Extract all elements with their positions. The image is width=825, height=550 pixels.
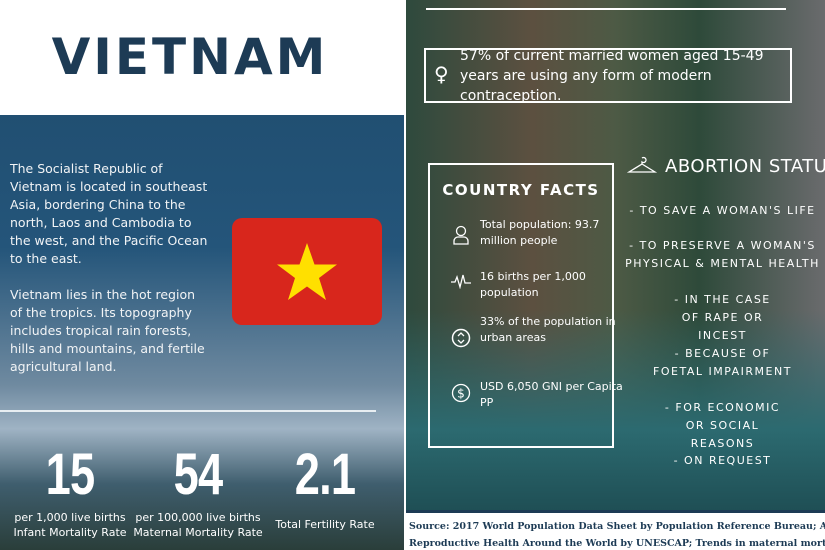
person-icon: [453, 225, 469, 245]
divider: [426, 8, 786, 10]
abortion-item: - ON REQUEST: [673, 454, 772, 467]
stat-maternal-mortality: 54 per 100,000 live births Maternal Mort…: [128, 440, 268, 540]
stat-label: Infant Mortality Rate: [13, 526, 127, 539]
abortion-item: - IN THE CASE OF RAPE OR INCEST: [674, 293, 771, 342]
contraception-box: ♀ 57% of current married women aged 15-4…: [424, 47, 792, 104]
divider: [404, 0, 406, 550]
source-line: Source: 2017 World Population Data Sheet…: [409, 521, 825, 532]
fact-text: 33% of the population in urban areas: [480, 315, 616, 344]
fact-text: USD 6,050 GNI per Capita PP: [480, 380, 623, 409]
stat-sub: per 1,000 live births: [14, 511, 126, 524]
fact-text: Total population: 93.7 million people: [480, 218, 600, 247]
stat-label: Maternal Mortality Rate: [133, 526, 263, 539]
right-panel: [406, 0, 825, 550]
intro-paragraph: The Socialist Republic of Vietnam is loc…: [10, 161, 208, 266]
fact-item: Total population: 93.7 million people: [450, 218, 599, 247]
stat-infant-mortality: 15 per 1,000 live births Infant Mortalit…: [5, 440, 135, 540]
intro-paragraph: Vietnam lies in the hot region of the tr…: [10, 287, 205, 374]
intro-text: The Socialist Republic of Vietnam is loc…: [10, 160, 210, 394]
page-title: VIETNAM: [51, 28, 329, 86]
title-box: VIETNAM: [0, 0, 404, 115]
abortion-title: ABORTION STATUS: [665, 156, 825, 177]
female-symbol-icon: ♀: [434, 62, 449, 86]
fact-item: 33% of the population in urban areas: [450, 315, 616, 348]
urban-icon: [451, 328, 471, 348]
country-facts-title: COUNTRY FACTS: [442, 181, 600, 199]
dollar-icon: $: [451, 383, 471, 403]
abortion-item: - TO SAVE A WOMAN'S LIFE: [629, 204, 816, 217]
contraception-text: 57% of current married women aged 15-49 …: [460, 47, 764, 104]
stat-value: 54: [173, 442, 224, 507]
stat-value: 15: [45, 442, 96, 507]
hanger-icon: [627, 156, 657, 173]
abortion-item: - BECAUSE OF FOETAL IMPAIRMENT: [653, 347, 792, 378]
source-citation: Source: 2017 World Population Data Sheet…: [406, 510, 825, 550]
stat-fertility-rate: 2.1 Total Fertility Rate: [260, 440, 390, 532]
fact-text: 16 births per 1,000 population: [480, 270, 586, 299]
fact-item: 16 births per 1,000 population: [450, 270, 586, 299]
heartbeat-icon: [451, 274, 471, 289]
vietnam-flag: [232, 218, 382, 325]
stat-sub: per 100,000 live births: [135, 511, 261, 524]
star-icon: [277, 242, 337, 300]
abortion-item: - TO PRESERVE A WOMAN'S PHYSICAL & MENTA…: [625, 239, 820, 270]
stat-value: 2.1: [294, 442, 356, 507]
country-facts-box: COUNTRY FACTS Total population: 93.7 mil…: [428, 163, 623, 448]
abortion-status: ABORTION STATUS - TO SAVE A WOMAN'S LIFE…: [625, 150, 825, 467]
divider: [0, 410, 376, 412]
source-line: Reproductive Health Around the World by …: [409, 538, 825, 549]
abortion-item: - FOR ECONOMIC OR SOCIAL REASONS: [664, 401, 781, 450]
svg-text:$: $: [457, 387, 465, 401]
fact-item: $ USD 6,050 GNI per Capita PP: [450, 380, 623, 409]
stat-label: Total Fertility Rate: [275, 518, 375, 531]
